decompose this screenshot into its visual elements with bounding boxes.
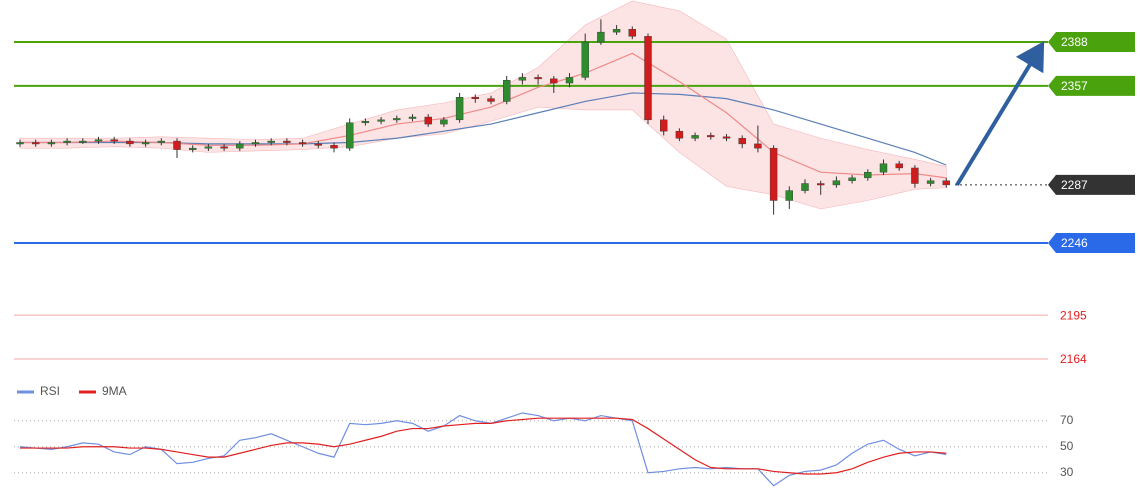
level-label-box	[1048, 32, 1135, 53]
candle-body	[188, 147, 197, 150]
rsi-line	[20, 417, 947, 475]
candle-body	[597, 31, 605, 43]
candle-body	[377, 119, 385, 122]
level-label: 2357	[1061, 79, 1088, 93]
candle-body	[738, 138, 746, 145]
candle-layer	[16, 19, 950, 215]
rsi-tick-label: 30	[1060, 465, 1074, 479]
level-label: 2246	[1061, 236, 1088, 250]
candle-body	[393, 118, 401, 121]
candle-body	[79, 140, 87, 143]
candle-body	[126, 140, 134, 145]
candle-body	[314, 143, 322, 146]
candle-body	[612, 29, 621, 33]
candle-body	[32, 142, 40, 145]
candle-body	[769, 147, 778, 201]
candle-body	[879, 163, 888, 173]
candle-body	[864, 171, 872, 179]
candle-body	[298, 142, 307, 145]
candle-body	[47, 142, 56, 145]
candle-body	[942, 180, 950, 186]
candle-body	[63, 140, 71, 143]
candle-body	[346, 122, 354, 149]
candle-body	[707, 135, 715, 138]
candle-body	[581, 41, 589, 78]
candle-body	[471, 97, 479, 99]
candle-body	[94, 139, 103, 142]
candle-body	[518, 77, 527, 81]
rsi-line	[19, 412, 947, 487]
level-layer: 2388 2357 2287 2246 2195 2164	[14, 32, 1135, 366]
level-label: 2287	[1061, 178, 1088, 192]
bollinger-band	[19, 0, 947, 210]
candle-body	[832, 180, 841, 186]
candle-body	[440, 119, 448, 125]
candle-body	[644, 36, 652, 121]
candle-body	[267, 140, 275, 143]
candle-body	[926, 180, 935, 184]
candle-body	[236, 143, 244, 149]
level-label-box	[1048, 75, 1135, 96]
candle-body	[660, 119, 668, 132]
candle-body	[424, 116, 432, 125]
candle-body	[110, 139, 118, 142]
candle-body	[361, 121, 370, 123]
candle-body	[283, 140, 291, 143]
candle-body	[141, 142, 150, 145]
candle-body	[911, 167, 919, 184]
level-label-box	[1048, 174, 1135, 195]
candle-body	[628, 29, 636, 37]
candle-body	[801, 183, 809, 191]
level-label: 2164	[1060, 352, 1087, 366]
candle-body	[157, 140, 166, 143]
candle-body	[785, 190, 793, 201]
level-label: 2388	[1061, 35, 1088, 49]
candle-body	[487, 98, 495, 102]
candle-body	[16, 142, 24, 145]
candle-body	[550, 78, 558, 84]
rsi-tick-label: 70	[1060, 413, 1074, 427]
candle-body	[503, 80, 511, 102]
level-label-box	[1048, 232, 1135, 253]
rsi-layer: 70 50 30 RSI 9MA	[14, 384, 1074, 487]
candle-body	[675, 130, 684, 139]
candle-body	[848, 177, 856, 181]
candle-body	[330, 145, 338, 149]
candle-body	[817, 183, 825, 186]
candle-body	[565, 77, 574, 84]
legend-label: RSI	[40, 384, 60, 398]
candle-body	[204, 146, 213, 149]
candle-body	[534, 77, 542, 80]
candle-body	[173, 140, 181, 150]
candle-body	[251, 142, 260, 145]
band-layer	[19, 0, 947, 210]
level-label: 2195	[1060, 308, 1087, 322]
candle-body	[220, 146, 228, 149]
candle-body	[722, 136, 731, 139]
projection-arrow	[955, 41, 1045, 187]
rsi-tick-label: 50	[1060, 439, 1074, 453]
legend-label: 9MA	[102, 384, 127, 398]
candle-body	[408, 116, 417, 119]
candle-body	[895, 163, 903, 169]
candle-body	[455, 97, 464, 121]
candle-body	[691, 135, 699, 139]
candle-body	[754, 143, 762, 149]
